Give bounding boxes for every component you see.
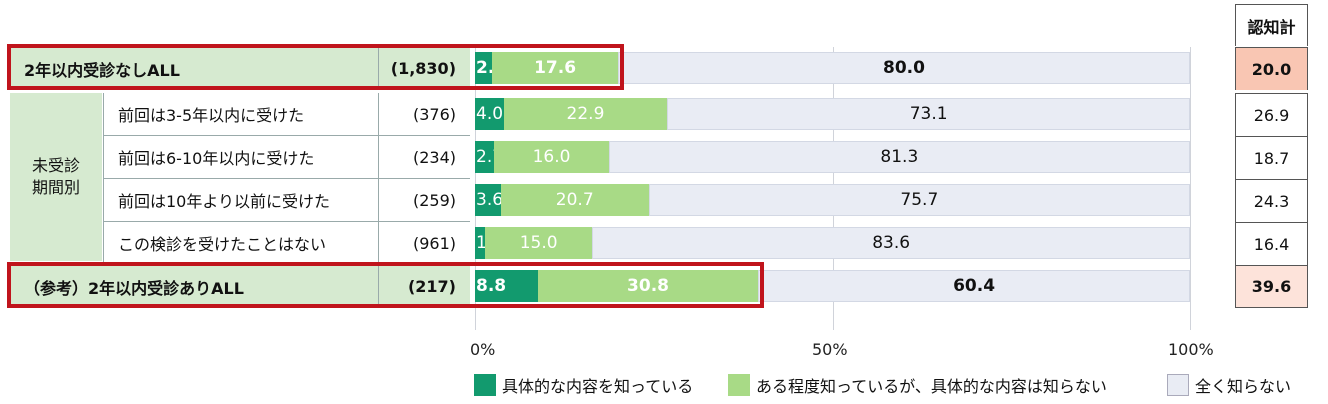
bar-segment-2 — [618, 52, 1190, 84]
bar-segment-0 — [475, 52, 493, 84]
bar-segment-0 — [475, 270, 538, 302]
total-header: 認知計 — [1235, 4, 1308, 46]
highlight-frame — [7, 262, 765, 308]
bar-value-label-1: 17.6 — [534, 58, 577, 78]
bar-segment-0 — [475, 141, 495, 173]
bar-segment-0 — [475, 227, 485, 259]
bar-value-label-2: 80.0 — [883, 58, 925, 78]
legend-item-1: ある程度知っているが、具体的な内容は知らない — [728, 372, 1107, 398]
bar-segment-0 — [475, 98, 504, 130]
total-value: 39.6 — [1235, 265, 1308, 308]
legend-label-1: ある程度知っているが、具体的な内容は知らない — [756, 377, 1107, 396]
row-n: (217) — [378, 265, 470, 308]
x-tick-100: 100% — [1168, 340, 1214, 359]
row-n: (376) — [378, 93, 470, 136]
highlight-frame — [7, 44, 624, 90]
bar-value-label-0: 3.6 — [476, 190, 504, 210]
row-n: (259) — [378, 179, 470, 222]
legend-swatch-0 — [474, 374, 496, 396]
x-tick-50: 50% — [812, 340, 848, 359]
row-n: (1,830) — [378, 47, 470, 90]
bar-segment-1 — [503, 98, 668, 130]
row-label: 2年以内受診なしALL — [10, 47, 378, 90]
bar-segment-2 — [667, 98, 1190, 130]
legend-swatch-2 — [1167, 374, 1189, 396]
gridline-100 — [1190, 47, 1191, 330]
row-label: 前回は6-10年以内に受けた — [103, 136, 378, 179]
row-label: （参考）2年以内受診ありALL — [10, 265, 378, 308]
legend-item-2: 全く知らない — [1167, 372, 1291, 398]
bar-segment-1 — [537, 270, 759, 302]
row-n: (234) — [378, 136, 470, 179]
bar-segment-2 — [592, 227, 1190, 259]
bar-value-label-1: 30.8 — [627, 276, 669, 296]
bar-segment-1 — [485, 227, 593, 259]
bar-segment-1 — [494, 141, 609, 173]
x-tick-0: 0% — [470, 340, 496, 359]
bar-value-label-2: 81.3 — [880, 147, 919, 167]
bar-value-label-1: 15.0 — [519, 233, 558, 253]
total-value: 24.3 — [1235, 179, 1308, 222]
bar-value-label-2: 73.1 — [909, 104, 948, 124]
bar-value-label-2: 60.4 — [953, 276, 996, 296]
legend-swatch-1 — [728, 374, 750, 396]
group-label: 未受診 期間別 — [10, 93, 102, 261]
total-value: 20.0 — [1235, 47, 1308, 90]
total-value: 18.7 — [1235, 136, 1308, 179]
bar-segment-2 — [648, 184, 1190, 216]
bar-value-label-1: 20.7 — [555, 190, 594, 210]
bar-segment-1 — [500, 184, 649, 216]
bar-value-label-2: 83.6 — [872, 233, 911, 253]
bar-segment-2 — [758, 270, 1190, 302]
bar-segment-1 — [492, 52, 618, 84]
legend-item-0: 具体的な内容を知っている — [474, 372, 693, 398]
row-label: 前回は10年より以前に受けた — [103, 179, 378, 222]
bar-value-label-2: 75.7 — [900, 190, 939, 210]
bar-value-label-0: 4.0 — [476, 104, 504, 124]
bar-segment-0 — [475, 184, 501, 216]
total-value: 16.4 — [1235, 222, 1308, 265]
total-value: 26.9 — [1235, 93, 1308, 136]
legend-label-0: 具体的な内容を知っている — [502, 377, 694, 396]
row-label: 前回は3-5年以内に受けた — [103, 93, 378, 136]
bar-value-label-1: 22.9 — [566, 104, 605, 124]
bar-value-label-1: 16.0 — [532, 147, 571, 167]
row-n: (961) — [378, 222, 470, 265]
legend-label-2: 全く知らない — [1195, 377, 1292, 396]
bar-segment-2 — [608, 141, 1190, 173]
row-label: この検診を受けたことはない — [103, 222, 378, 265]
bar-value-label-0: 8.8 — [476, 276, 507, 296]
